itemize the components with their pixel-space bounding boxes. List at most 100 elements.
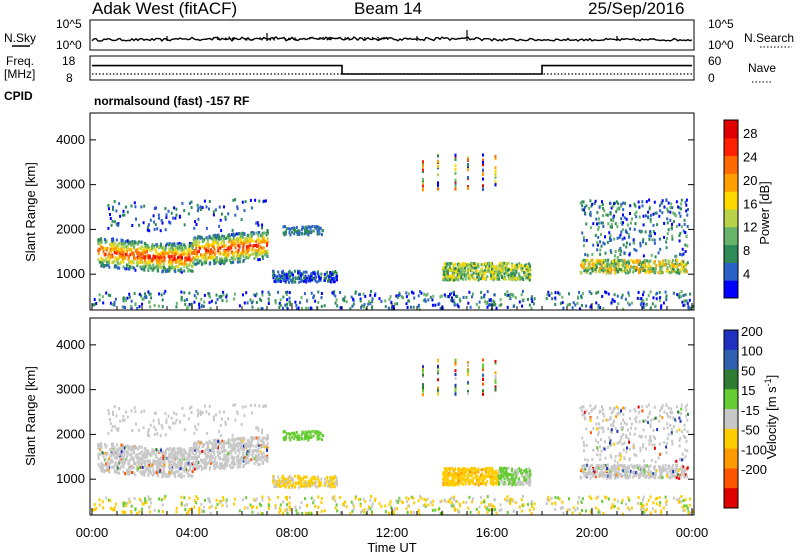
power-cell <box>148 254 151 258</box>
power-colorbar-tick: 12 <box>743 220 757 235</box>
velocity-cell <box>291 435 293 439</box>
velocity-cell <box>326 479 329 483</box>
velocity-cell <box>266 445 269 449</box>
power-cell <box>246 244 249 248</box>
velocity-cell <box>125 410 127 414</box>
power-cell <box>238 260 241 264</box>
power-cell <box>626 301 629 305</box>
power-cell <box>228 259 231 263</box>
velocity-cell <box>149 465 152 469</box>
power-cell <box>602 261 605 265</box>
power-cell <box>101 295 104 299</box>
power-cell <box>213 255 216 259</box>
velocity-cell <box>99 452 102 456</box>
power-cell <box>255 240 258 244</box>
power-cell <box>309 227 312 231</box>
power-cell <box>317 300 320 304</box>
power-cell <box>192 237 195 241</box>
velocity-cell <box>97 463 100 467</box>
power-cell <box>462 264 465 268</box>
power-cell <box>148 223 150 227</box>
power-cell <box>121 242 124 245</box>
power-cell <box>424 298 427 302</box>
power-cell <box>606 263 609 267</box>
power-cell <box>303 292 306 296</box>
noise-dot <box>383 36 385 39</box>
velocity-cell <box>186 457 188 461</box>
power-cell <box>332 280 335 284</box>
power-cell <box>623 216 626 220</box>
velocity-cell <box>243 437 246 441</box>
power-cell <box>659 268 662 272</box>
power-cell <box>515 265 518 269</box>
velocity-cell <box>123 460 126 464</box>
power-cell <box>309 231 311 234</box>
power-colorbar-segment <box>724 209 738 228</box>
power-cell <box>219 259 222 263</box>
power-cell <box>159 254 162 258</box>
power-cell <box>237 257 240 261</box>
power-cell <box>684 243 687 247</box>
power-cell <box>218 205 221 209</box>
power-cell <box>160 246 163 249</box>
power-cell <box>453 267 456 271</box>
power-cell <box>609 201 612 205</box>
power-cell <box>152 254 155 258</box>
power-cell <box>496 277 499 281</box>
power-cell <box>246 251 249 255</box>
power-cell <box>264 253 267 257</box>
power-cell <box>114 264 117 268</box>
power-cell <box>335 298 338 302</box>
power-cell <box>649 306 652 310</box>
power-cell <box>144 265 147 269</box>
power-cell <box>352 302 355 306</box>
velocity-cell <box>126 415 129 419</box>
velocity-cell <box>200 464 203 468</box>
noise-dot <box>363 37 366 39</box>
noise-dot <box>288 37 290 40</box>
velocity-cell <box>329 484 331 488</box>
power-cell <box>604 251 607 255</box>
velocity-cell <box>214 462 217 466</box>
velocity-cell <box>140 445 143 449</box>
power-cell <box>654 232 656 236</box>
power-cell <box>245 237 248 241</box>
power-cell <box>117 266 119 270</box>
power-cell <box>264 199 267 203</box>
velocity-cell <box>206 456 209 460</box>
velocity-cell <box>245 442 248 446</box>
power-cell <box>291 278 294 282</box>
velocity-cell <box>515 470 518 474</box>
velocity-cell <box>153 412 156 415</box>
power-cell <box>188 245 191 249</box>
velocity-cell <box>102 463 105 467</box>
power-cell <box>593 265 596 269</box>
velocity-cell <box>513 482 516 485</box>
power-cell <box>387 306 390 310</box>
y-tick-label: 4000 <box>56 132 85 147</box>
velocity-cell <box>245 445 248 449</box>
velocity-cell <box>115 456 118 460</box>
power-cell <box>191 257 194 261</box>
power-cell <box>620 258 623 262</box>
velocity-cell <box>253 456 256 460</box>
power-cell <box>641 204 644 208</box>
velocity-cell <box>193 454 196 457</box>
power-cell <box>260 307 263 310</box>
power-cell <box>484 277 487 280</box>
velocity-cell <box>292 481 295 485</box>
power-cell <box>422 168 424 172</box>
power-cell <box>443 270 446 274</box>
velocity-cell <box>155 455 157 459</box>
power-cell <box>245 252 247 256</box>
power-cell <box>210 299 213 303</box>
power-cell <box>197 243 200 247</box>
velocity-cell <box>235 443 238 447</box>
velocity-cell <box>246 439 249 443</box>
power-cell <box>434 303 437 307</box>
power-cell <box>638 269 641 273</box>
power-cell <box>162 261 165 265</box>
power-cell <box>480 296 483 300</box>
velocity-cell <box>209 448 212 452</box>
power-cell <box>392 305 395 308</box>
